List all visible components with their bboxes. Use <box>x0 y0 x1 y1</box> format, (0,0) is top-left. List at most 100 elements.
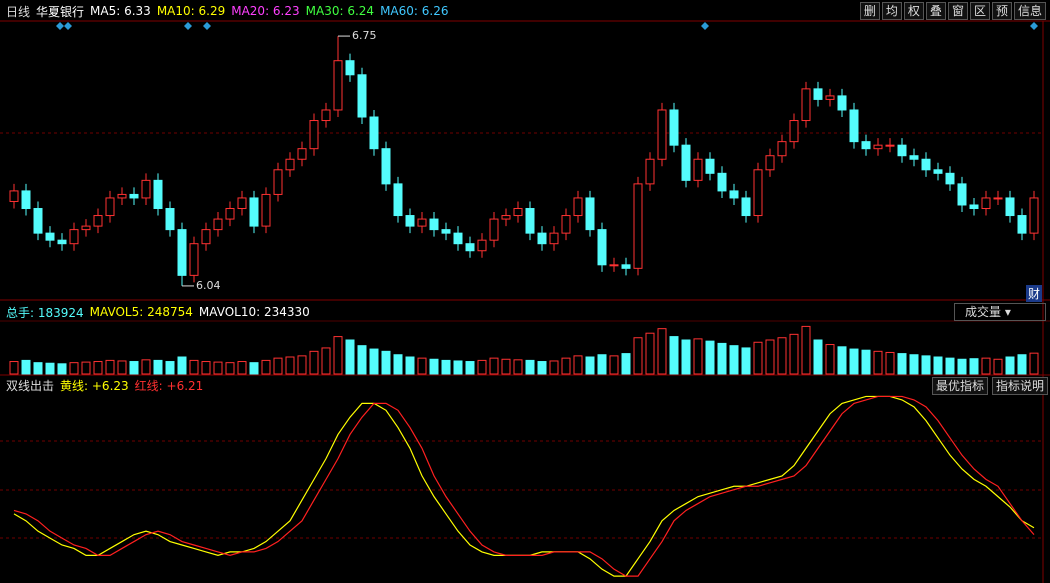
volume-bar <box>333 336 343 375</box>
volume-bar <box>549 360 559 375</box>
candle-body <box>297 148 307 160</box>
tool-button[interactable]: 预 <box>991 2 1012 20</box>
candle-body <box>669 109 679 146</box>
volume-bar <box>381 350 391 375</box>
volume-bar <box>885 351 895 375</box>
candle-body <box>237 197 247 210</box>
candle-body <box>369 116 379 150</box>
candle-body <box>897 144 907 157</box>
volume-bar <box>9 361 19 375</box>
period[interactable]: 日线 <box>6 4 31 19</box>
indicator-button[interactable]: 指标说明 <box>991 377 1048 395</box>
candle-body <box>861 141 871 150</box>
annotation: 6.75 <box>352 29 377 42</box>
candle-body <box>105 197 115 217</box>
candle-body <box>621 264 631 269</box>
indicator-button[interactable]: 最优指标 <box>931 377 988 395</box>
volume-bar <box>225 362 235 375</box>
candle-body <box>417 218 427 227</box>
volume-bar <box>981 357 991 375</box>
volume-bar <box>897 353 907 375</box>
volume-bar <box>705 340 715 375</box>
annotation: 6.04 <box>196 279 221 292</box>
tool-button[interactable]: 权 <box>903 2 924 20</box>
volume-bar <box>489 357 499 375</box>
candle-body <box>9 190 19 202</box>
volume-bar <box>117 360 127 375</box>
volume-header: 总手: 183924 MAVOL5: 248754 MAVOL10: 234330 <box>6 303 316 321</box>
volume-bar <box>33 362 43 375</box>
volume-bar <box>585 356 595 375</box>
indicator-label: 黄线: +6.23 <box>60 378 129 393</box>
candle-body <box>573 197 583 217</box>
candle-body <box>885 144 895 147</box>
volume-bar <box>21 359 31 375</box>
candle-body <box>153 179 163 210</box>
candle-body <box>129 193 139 199</box>
candle-body <box>513 208 523 217</box>
tool-button[interactable]: 均 <box>881 2 902 20</box>
candle-body <box>141 179 151 199</box>
volume-bar <box>93 361 103 375</box>
candle-body <box>333 60 343 111</box>
volume-bar <box>249 362 259 375</box>
volume-bar <box>729 345 739 375</box>
volume-bar <box>309 350 319 375</box>
volume-bar <box>993 358 1003 375</box>
indicator-header: 双线出击 黄线: +6.23 红线: +6.21 <box>6 376 209 394</box>
candle-body <box>249 197 259 227</box>
candle-body <box>429 218 439 231</box>
candle-body <box>561 215 571 234</box>
candle-body <box>1005 197 1015 217</box>
candle-body <box>321 109 331 122</box>
candle-body <box>657 109 667 160</box>
tool-button[interactable]: 信息 <box>1013 2 1046 20</box>
volume-bar <box>453 360 463 375</box>
candle-body <box>381 148 391 185</box>
candle-body <box>1017 215 1027 234</box>
candle-body <box>477 239 487 252</box>
candle-body <box>441 229 451 234</box>
volume-selector[interactable]: 成交量 ▾ <box>954 303 1046 321</box>
volume-bar <box>573 355 583 375</box>
candle-body <box>465 243 475 252</box>
selector-text: 成交量 <box>965 305 1002 319</box>
candle-body <box>585 197 595 231</box>
indicator-line <box>13 395 1035 577</box>
candle-body <box>393 183 403 217</box>
ma-label: MA20: 6.23 <box>231 4 300 18</box>
volume-bar <box>525 359 535 375</box>
tool-button[interactable]: 窗 <box>947 2 968 20</box>
tool-button[interactable]: 区 <box>969 2 990 20</box>
volume-bar <box>693 338 703 375</box>
tool-button[interactable]: 删 <box>859 2 880 20</box>
candle-body <box>81 225 91 231</box>
indicator-label: 红线: +6.21 <box>134 378 204 393</box>
candle-body <box>813 88 823 100</box>
volume-bar <box>777 337 787 375</box>
volume-bar <box>297 355 307 375</box>
volume-bar <box>141 359 151 375</box>
candle-body <box>525 208 535 234</box>
candle-body <box>609 264 619 267</box>
volume-bar <box>201 361 211 375</box>
volume-bar <box>801 325 811 375</box>
candle-body <box>117 193 127 199</box>
volume-bar <box>357 345 367 375</box>
candle-body <box>717 172 727 192</box>
candle-body <box>597 229 607 266</box>
candle-body <box>873 144 883 150</box>
candle-body <box>453 232 463 245</box>
candle-body <box>933 169 943 174</box>
volume-bar <box>945 357 955 375</box>
candle-body <box>261 193 271 227</box>
volume-bar <box>177 356 187 375</box>
candle-body <box>213 218 223 231</box>
candle-body <box>21 190 31 210</box>
volume-bar <box>477 359 487 375</box>
candle-body <box>681 144 691 181</box>
volume-bar <box>285 356 295 375</box>
tool-button[interactable]: 叠 <box>925 2 946 20</box>
side-tab[interactable]: 财 <box>1025 285 1042 302</box>
candle-body <box>789 120 799 143</box>
